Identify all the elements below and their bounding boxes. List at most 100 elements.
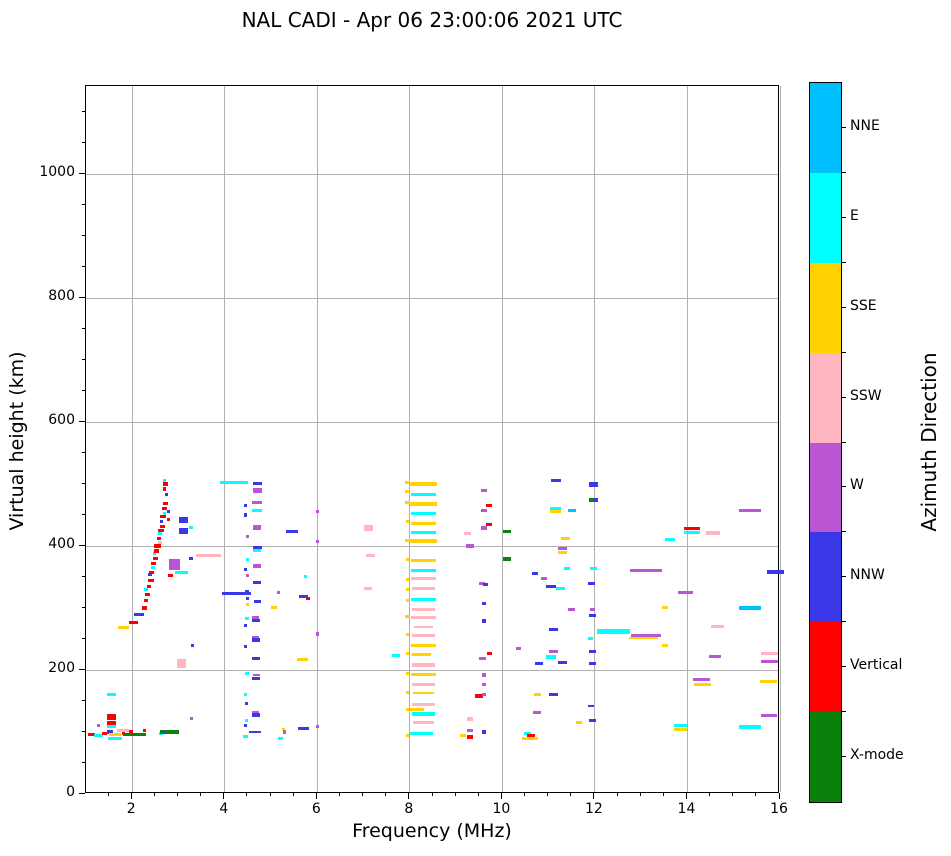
- data-point: [738, 508, 762, 512]
- x-minor-tick: [709, 793, 711, 796]
- colorbar-segment-e: [810, 172, 841, 263]
- data-point: [413, 691, 435, 694]
- data-point: [405, 577, 410, 582]
- data-point: [684, 530, 700, 534]
- data-point: [163, 482, 168, 486]
- data-point: [588, 482, 599, 488]
- data-point: [106, 724, 117, 728]
- y-tick-label: 400: [48, 536, 75, 552]
- data-point: [166, 510, 170, 514]
- data-point: [153, 556, 158, 560]
- data-point: [176, 659, 186, 669]
- data-point: [121, 732, 125, 736]
- data-point: [162, 502, 169, 506]
- x-minor-tick: [292, 793, 294, 796]
- data-point: [412, 607, 436, 611]
- colorbar-boundary-tick: [841, 351, 846, 353]
- data-point: [144, 587, 148, 591]
- y-axis-label: Virtual height (km): [6, 351, 28, 531]
- data-point: [411, 511, 437, 515]
- data-point: [243, 734, 248, 738]
- data-point: [175, 571, 188, 575]
- data-point: [475, 694, 484, 698]
- colorbar-label: SSW: [850, 387, 882, 404]
- data-point: [94, 734, 103, 738]
- colorbar-boundary-tick: [841, 621, 846, 623]
- data-point: [526, 733, 536, 737]
- data-point: [296, 657, 309, 661]
- y-tick-label: 0: [66, 784, 75, 800]
- data-point: [575, 720, 582, 724]
- data-point: [564, 566, 570, 570]
- x-minor-tick: [431, 793, 433, 796]
- data-point: [630, 633, 661, 637]
- data-point: [548, 649, 558, 653]
- x-minor-tick: [153, 793, 155, 796]
- data-point: [594, 497, 598, 503]
- data-point: [159, 519, 164, 523]
- data-point: [306, 596, 310, 600]
- gridline-vertical: [594, 86, 596, 792]
- data-point: [167, 574, 173, 578]
- y-tick-label: 1000: [39, 164, 75, 181]
- data-point: [411, 493, 437, 497]
- colorbar-label: NNW: [850, 567, 885, 584]
- data-point: [589, 613, 596, 617]
- data-point: [405, 691, 410, 695]
- data-point: [405, 733, 410, 737]
- data-point: [189, 716, 193, 720]
- y-minor-tick: [82, 761, 85, 763]
- data-point: [412, 682, 436, 686]
- data-point: [178, 528, 188, 535]
- data-point: [548, 627, 558, 631]
- data-point: [410, 501, 438, 506]
- data-point: [521, 736, 539, 740]
- x-minor-tick: [662, 793, 664, 796]
- data-point: [487, 651, 492, 655]
- data-point: [363, 528, 373, 532]
- data-point: [708, 654, 722, 658]
- y-tick: [79, 172, 85, 174]
- data-point: [405, 481, 410, 485]
- x-minor-tick: [639, 793, 641, 796]
- data-point: [589, 649, 596, 653]
- data-point: [128, 729, 134, 733]
- x-minor-tick: [200, 793, 202, 796]
- data-point: [410, 482, 438, 486]
- y-minor-tick: [82, 606, 85, 608]
- data-point: [463, 532, 472, 536]
- data-point: [693, 683, 711, 687]
- data-point: [482, 582, 488, 586]
- data-point: [630, 569, 662, 573]
- x-axis-label: Frequency (MHz): [352, 820, 512, 842]
- data-point: [761, 713, 778, 717]
- colorbar: [809, 82, 842, 803]
- colorbar-segment-x-mode: [810, 712, 841, 802]
- data-point: [524, 731, 532, 735]
- data-point: [597, 629, 630, 634]
- colorbar-segment-vertical: [810, 622, 841, 713]
- data-point: [486, 522, 493, 526]
- data-point: [315, 539, 319, 543]
- x-tick-label: 6: [311, 801, 321, 817]
- data-point: [711, 625, 725, 629]
- colorbar-segment-ssw: [810, 352, 841, 443]
- data-point: [178, 516, 188, 524]
- y-tick: [79, 420, 85, 422]
- data-point: [163, 479, 167, 483]
- data-point: [541, 577, 547, 581]
- data-point: [252, 616, 260, 619]
- data-point: [486, 503, 493, 507]
- data-point: [252, 635, 260, 639]
- gridline-vertical: [501, 86, 503, 792]
- data-point: [466, 735, 474, 739]
- data-point: [158, 532, 162, 536]
- x-tick-label: 16: [770, 801, 788, 817]
- y-minor-tick: [82, 358, 85, 360]
- data-point: [411, 598, 437, 602]
- data-point: [412, 634, 436, 638]
- data-point: [246, 558, 250, 562]
- chart-title: NAL CADI - Apr 06 23:00:06 2021 UTC: [241, 8, 623, 32]
- data-point: [189, 525, 193, 529]
- data-point: [243, 513, 248, 517]
